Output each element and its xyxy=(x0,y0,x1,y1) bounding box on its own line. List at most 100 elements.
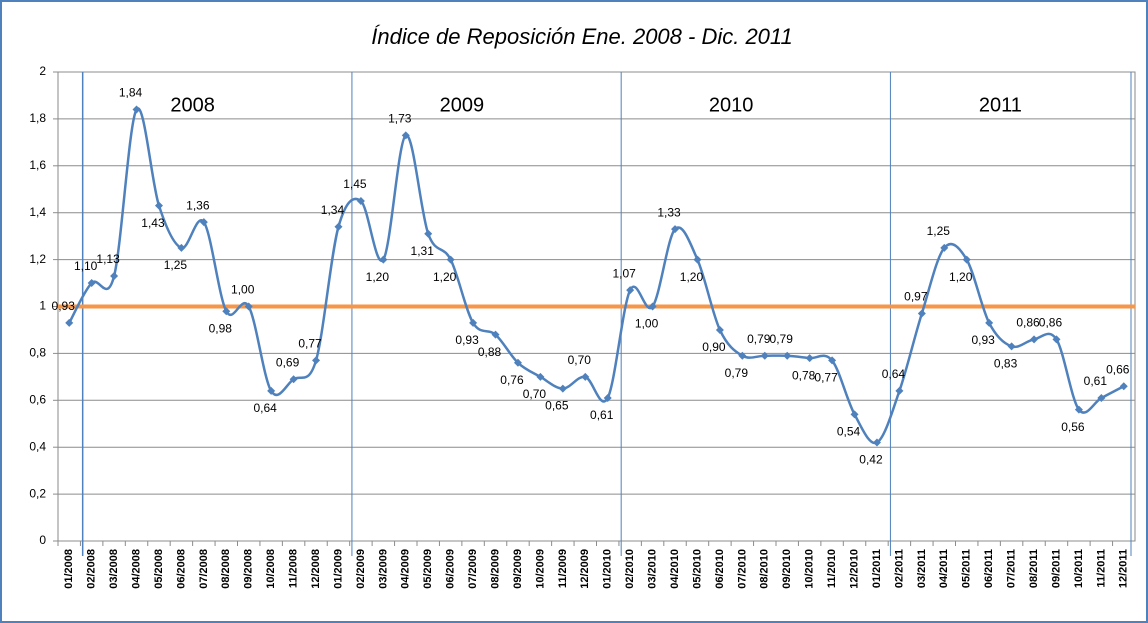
x-tick-label: 09/2009 xyxy=(512,549,524,589)
y-tick-label: 1,2 xyxy=(29,252,46,266)
value-label: 1,33 xyxy=(657,205,681,219)
value-label: 1,20 xyxy=(680,270,704,284)
x-tick-label: 03/2011 xyxy=(916,549,928,588)
x-tick-label: 10/2009 xyxy=(534,549,546,589)
point-marker xyxy=(334,222,343,231)
x-tick-label: 09/2008 xyxy=(243,549,255,589)
point-marker xyxy=(828,356,837,365)
value-label: 0,69 xyxy=(276,355,300,369)
value-label: 1,00 xyxy=(231,283,255,297)
value-label: 0,54 xyxy=(837,425,861,439)
value-label: 0,77 xyxy=(298,337,322,351)
x-tick-label: 07/2009 xyxy=(467,549,479,589)
point-marker xyxy=(1074,405,1083,414)
point-marker xyxy=(693,255,702,264)
point-marker xyxy=(312,356,321,365)
value-label: 0,79 xyxy=(725,366,749,380)
x-tick-label: 02/2008 xyxy=(86,549,98,589)
point-marker xyxy=(738,351,747,360)
value-label: 0,88 xyxy=(478,345,502,359)
value-label: 0,83 xyxy=(994,357,1018,371)
point-marker xyxy=(401,131,410,140)
x-tick-label: 08/2011 xyxy=(1028,549,1040,588)
value-label: 0,56 xyxy=(1061,420,1085,434)
point-marker xyxy=(671,225,680,234)
chart-title: Índice de Reposición Ene. 2008 - Dic. 20… xyxy=(371,24,793,49)
value-label: 1,25 xyxy=(164,258,188,272)
value-label: 0,65 xyxy=(545,399,569,413)
point-marker xyxy=(715,325,724,334)
x-tick-label: 04/2011 xyxy=(938,549,950,588)
value-label: 1,20 xyxy=(366,270,390,284)
point-marker xyxy=(513,358,522,367)
x-tick-label: 05/2010 xyxy=(691,549,703,589)
point-marker xyxy=(87,279,96,288)
point-marker xyxy=(783,351,792,360)
point-marker xyxy=(491,330,500,339)
y-tick-label: 1,4 xyxy=(29,205,46,219)
point-marker xyxy=(962,255,971,264)
value-label: 0,78 xyxy=(792,368,816,382)
point-marker xyxy=(581,372,590,381)
x-tick-label: 12/2009 xyxy=(579,549,591,589)
x-tick-label: 08/2010 xyxy=(759,549,771,589)
value-label: 0,64 xyxy=(253,401,277,415)
x-tick-label: 01/2009 xyxy=(332,549,344,589)
x-tick-label: 12/2010 xyxy=(848,549,860,589)
x-tick-label: 05/2008 xyxy=(153,549,165,589)
point-marker xyxy=(850,410,859,419)
x-tick-label: 04/2008 xyxy=(130,549,142,589)
x-tick-label: 11/2010 xyxy=(826,549,838,588)
x-tick-label: 06/2009 xyxy=(445,549,457,589)
x-tick-label: 03/2009 xyxy=(377,549,389,589)
y-tick-label: 0 xyxy=(39,533,46,547)
value-label: 0,98 xyxy=(209,321,233,335)
y-tick-label: 0,6 xyxy=(29,392,46,406)
point-marker xyxy=(872,438,881,447)
y-tick-label: 0,2 xyxy=(29,486,46,500)
value-label: 0,79 xyxy=(747,332,771,346)
value-label: 0,61 xyxy=(1084,374,1108,388)
x-tick-label: 10/2010 xyxy=(804,549,816,589)
x-tick-label: 11/2009 xyxy=(557,549,569,588)
value-label: 0,77 xyxy=(814,371,838,385)
value-label: 1,73 xyxy=(388,111,412,125)
point-marker xyxy=(603,393,612,402)
value-label: 0,97 xyxy=(904,290,928,304)
point-marker xyxy=(289,375,298,384)
x-tick-label: 06/2010 xyxy=(714,549,726,589)
point-marker xyxy=(985,318,994,327)
point-marker xyxy=(1030,335,1039,344)
point-marker xyxy=(1007,342,1016,351)
x-tick-label: 10/2011 xyxy=(1073,549,1085,588)
x-tick-label: 11/2008 xyxy=(288,549,300,588)
x-tick-label: 12/2008 xyxy=(310,549,322,589)
point-marker xyxy=(1119,382,1128,391)
value-label: 1,25 xyxy=(927,224,951,238)
point-marker xyxy=(626,286,635,295)
x-tick-label: 04/2009 xyxy=(400,549,412,589)
value-label: 1,10 xyxy=(74,259,98,273)
value-label: 0,86 xyxy=(1039,316,1063,330)
value-label: 0,64 xyxy=(882,367,906,381)
point-marker xyxy=(424,229,433,238)
y-tick-label: 0,8 xyxy=(29,346,46,360)
x-tick-label: 08/2009 xyxy=(489,549,501,589)
x-tick-label: 09/2011 xyxy=(1050,549,1062,588)
x-tick-label: 03/2008 xyxy=(108,549,120,589)
point-marker xyxy=(132,105,141,114)
year-label: 2008 xyxy=(170,94,215,116)
point-marker xyxy=(1052,335,1061,344)
x-tick-label: 01/2010 xyxy=(602,549,614,589)
x-tick-label: 07/2008 xyxy=(198,549,210,589)
x-tick-label: 02/2010 xyxy=(624,549,636,589)
point-marker xyxy=(558,384,567,393)
point-marker xyxy=(940,243,949,252)
y-tick-label: 1,6 xyxy=(29,158,46,172)
point-marker xyxy=(760,351,769,360)
line xyxy=(68,107,1125,445)
value-label: 0,66 xyxy=(1106,362,1130,376)
point-marker xyxy=(244,302,253,311)
x-tick-label: 07/2011 xyxy=(1006,549,1018,588)
